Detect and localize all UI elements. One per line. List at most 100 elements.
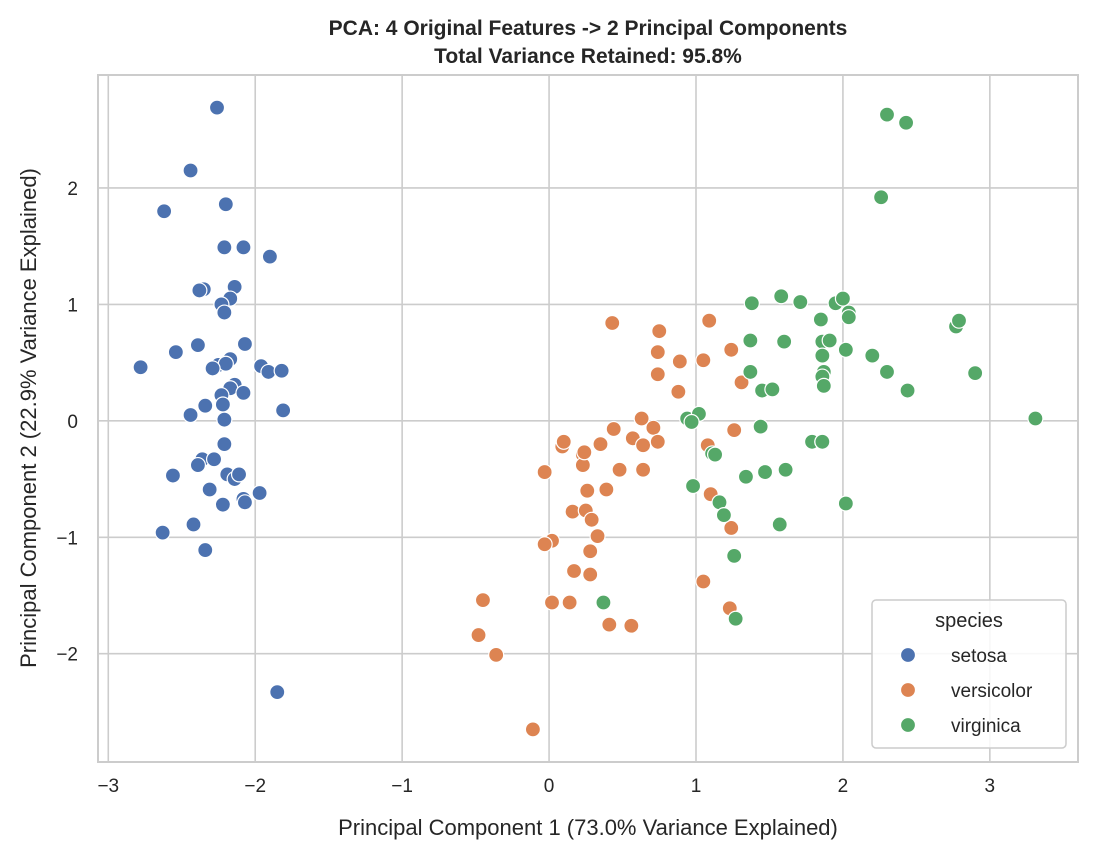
- y-tick-label: −2: [56, 645, 78, 666]
- scatter-point-virginica: [764, 381, 781, 398]
- x-tick-label: 1: [691, 776, 702, 797]
- scatter-point-versicolor: [543, 594, 561, 611]
- legend-label: setosa: [951, 646, 1007, 667]
- scatter-point-virginica: [706, 446, 724, 463]
- x-tick-label: 3: [985, 776, 996, 797]
- scatter-point-virginica: [840, 309, 857, 326]
- scatter-point-setosa: [164, 467, 182, 484]
- scatter-point-versicolor: [695, 573, 712, 590]
- scatter-point-versicolor: [592, 436, 609, 453]
- scatter-point-setosa: [182, 406, 199, 424]
- scatter-point-virginica: [715, 507, 733, 524]
- scatter-point-versicolor: [524, 721, 542, 738]
- scatter-point-versicolor: [488, 646, 505, 663]
- scatter-point-versicolor: [651, 323, 668, 340]
- scatter-point-versicolor: [583, 511, 600, 528]
- scatter-point-versicolor: [611, 461, 628, 478]
- scatter-point-virginica: [683, 413, 700, 431]
- scatter-point-setosa: [235, 384, 252, 401]
- scatter-point-setosa: [217, 196, 234, 213]
- x-tick-label: −3: [97, 776, 119, 797]
- scatter-point-setosa: [154, 524, 171, 541]
- scatter-point-versicolor: [589, 528, 606, 545]
- series-virginica: [595, 106, 1044, 627]
- scatter-point-setosa: [269, 684, 286, 701]
- scatter-point-setosa: [201, 481, 218, 498]
- scatter-point-virginica: [727, 610, 744, 627]
- scatter-point-setosa: [191, 282, 208, 299]
- x-tick-label: 2: [838, 776, 849, 797]
- scatter-point-versicolor: [633, 410, 650, 427]
- scatter-point-virginica: [773, 288, 790, 305]
- scatter-point-virginica: [743, 295, 760, 312]
- legend-title: species: [935, 610, 1003, 632]
- scatter-point-versicolor: [555, 433, 572, 450]
- x-tick-label: −2: [244, 776, 266, 797]
- x-tick-label: 0: [544, 776, 555, 797]
- scatter-point-virginica: [742, 332, 759, 349]
- legend-box: [871, 599, 1067, 749]
- scatter-point-setosa: [251, 484, 268, 502]
- grid: [98, 75, 1078, 762]
- scatter-point-virginica: [950, 312, 968, 329]
- scatter-point-setosa: [216, 239, 233, 256]
- scatter-point-versicolor: [576, 444, 593, 461]
- scatter-point-setosa: [216, 411, 233, 428]
- scatter-point-virginica: [873, 189, 890, 206]
- y-tick-labels: −2 −1 0 1 2: [56, 179, 78, 666]
- scatter-point-versicolor: [474, 592, 492, 609]
- scatter-point-virginica: [837, 341, 854, 358]
- scatter-point-setosa: [236, 494, 254, 511]
- scatter-point-versicolor: [649, 433, 666, 450]
- scatter-point-setosa: [182, 162, 199, 179]
- scatter-point-virginica: [899, 382, 916, 399]
- y-tick-label: 2: [67, 179, 78, 200]
- scatter-point-setosa: [204, 360, 221, 377]
- y-tick-label: −1: [56, 528, 78, 549]
- legend-marker: [899, 716, 917, 734]
- scatter-point-virginica: [776, 333, 793, 350]
- scatter-point-virginica: [967, 364, 984, 382]
- legend-item-versicolor: versicolor: [899, 681, 1033, 702]
- scatter-point-virginica: [726, 547, 743, 565]
- x-axis-label: Principal Component 1 (73.0% Variance Ex…: [338, 815, 838, 840]
- x-tick-label: −1: [391, 776, 413, 797]
- scatter-point-versicolor: [598, 481, 615, 498]
- scatter-point-setosa: [273, 362, 290, 379]
- scatter-point-setosa: [189, 456, 207, 474]
- scatter-point-versicolor: [601, 616, 618, 633]
- data-points: [132, 99, 1044, 738]
- scatter-point-setosa: [156, 203, 173, 220]
- scatter-point-virginica: [752, 418, 769, 435]
- scatter-point-setosa: [197, 397, 214, 414]
- scatter-point-versicolor: [470, 626, 487, 644]
- scatter-point-virginica: [756, 463, 774, 481]
- y-axis-label: Principal Component 2 (22.9% Variance Ex…: [16, 168, 41, 668]
- scatter-point-versicolor: [634, 461, 652, 478]
- scatter-point-versicolor: [561, 594, 578, 611]
- legend-marker: [899, 646, 917, 664]
- scatter-point-versicolor: [536, 536, 553, 553]
- scatter-point-versicolor: [604, 314, 621, 332]
- scatter-point-versicolor: [579, 482, 596, 499]
- y-tick-label: 0: [67, 412, 78, 433]
- scatter-point-virginica: [1027, 410, 1044, 427]
- scatter-point-versicolor: [671, 353, 688, 370]
- legend-item-setosa: setosa: [899, 646, 1007, 667]
- scatter-point-virginica: [771, 516, 788, 533]
- scatter-point-versicolor: [634, 437, 652, 454]
- scatter-point-virginica: [595, 594, 612, 611]
- scatter-point-virginica: [878, 106, 896, 123]
- x-tick-labels: −3 −2 −1 0 1 2 3: [97, 776, 995, 797]
- scatter-point-versicolor: [695, 352, 712, 369]
- scatter-point-setosa: [230, 466, 248, 483]
- scatter-point-versicolor: [649, 366, 666, 383]
- scatter-point-setosa: [189, 337, 207, 354]
- y-tick-label: 1: [67, 295, 78, 316]
- scatter-point-setosa: [185, 516, 202, 533]
- scatter-point-versicolor: [649, 344, 666, 361]
- scatter-point-versicolor: [723, 341, 740, 358]
- legend-label: versicolor: [951, 681, 1033, 702]
- chart-subtitle: Total Variance Retained: 95.8%: [434, 45, 742, 68]
- series-versicolor: [470, 312, 750, 738]
